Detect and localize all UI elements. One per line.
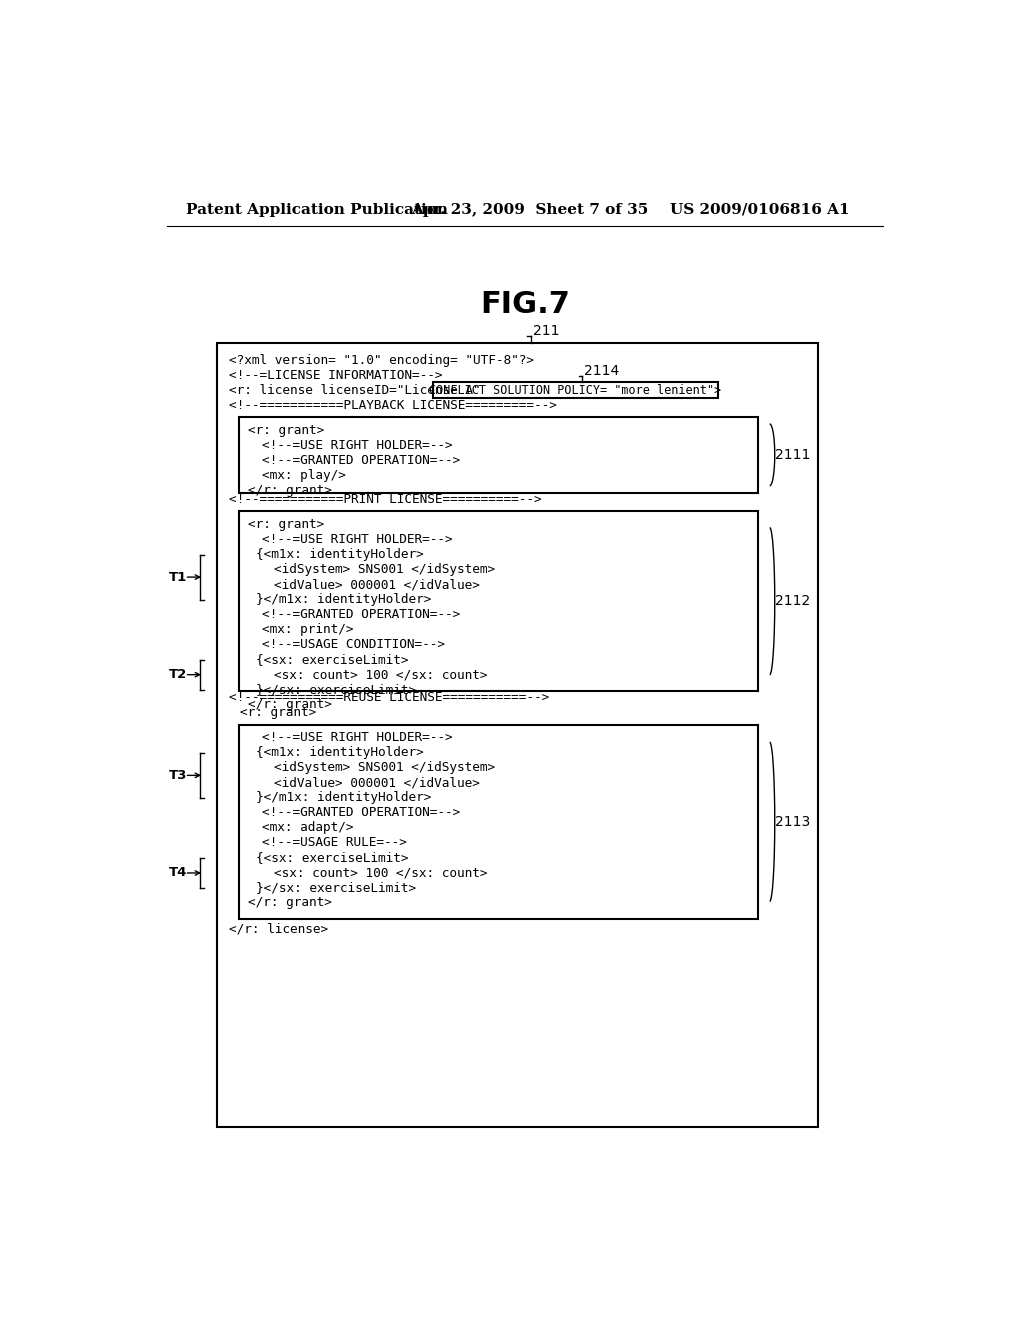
Text: 2114: 2114 bbox=[584, 364, 620, 378]
Text: <r: grant>: <r: grant> bbox=[241, 706, 316, 719]
Text: <idValue> 000001 </idValue>: <idValue> 000001 </idValue> bbox=[273, 776, 479, 789]
Text: 2112: 2112 bbox=[775, 594, 810, 609]
Text: }</m1x: identityHolder>: }</m1x: identityHolder> bbox=[256, 593, 431, 606]
Text: <!--=GRANTED OPERATION=-->: <!--=GRANTED OPERATION=--> bbox=[262, 454, 461, 467]
Text: </r: grant>: </r: grant> bbox=[248, 896, 332, 909]
Text: <!--=LICENSE INFORMATION=-->: <!--=LICENSE INFORMATION=--> bbox=[228, 368, 442, 381]
Text: <r: grant>: <r: grant> bbox=[248, 517, 325, 531]
Text: T3: T3 bbox=[169, 768, 187, 781]
Text: 2113: 2113 bbox=[775, 814, 810, 829]
Text: {<m1x: identityHolder>: {<m1x: identityHolder> bbox=[256, 746, 424, 759]
Text: <!--===========PRINT LICENSE==========-->: <!--===========PRINT LICENSE==========--… bbox=[228, 492, 542, 506]
FancyBboxPatch shape bbox=[239, 417, 758, 492]
FancyBboxPatch shape bbox=[239, 511, 758, 690]
Text: </r: grant>: </r: grant> bbox=[248, 698, 332, 711]
Text: <sx: count> 100 </sx: count>: <sx: count> 100 </sx: count> bbox=[273, 866, 487, 879]
Text: </r: grant>: </r: grant> bbox=[248, 483, 332, 496]
Text: <!--=USAGE CONDITION=-->: <!--=USAGE CONDITION=--> bbox=[262, 638, 445, 651]
Text: T1: T1 bbox=[169, 570, 187, 583]
Text: <mx: play/>: <mx: play/> bbox=[262, 469, 346, 482]
Text: <!--=USE RIGHT HOLDER=-->: <!--=USE RIGHT HOLDER=--> bbox=[262, 533, 453, 546]
Text: 211: 211 bbox=[532, 323, 559, 338]
Text: <mx: adapt/>: <mx: adapt/> bbox=[262, 821, 353, 834]
Text: <idSystem> SNS001 </idSystem>: <idSystem> SNS001 </idSystem> bbox=[273, 762, 495, 775]
Text: <!--===========PLAYBACK LICENSE=========-->: <!--===========PLAYBACK LICENSE=========… bbox=[228, 399, 557, 412]
FancyBboxPatch shape bbox=[432, 381, 718, 397]
Text: <sx: count> 100 </sx: count>: <sx: count> 100 </sx: count> bbox=[273, 668, 487, 681]
Text: <r: grant>: <r: grant> bbox=[248, 424, 325, 437]
Text: Apr. 23, 2009  Sheet 7 of 35: Apr. 23, 2009 Sheet 7 of 35 bbox=[411, 203, 648, 216]
Text: T2: T2 bbox=[169, 668, 187, 681]
FancyBboxPatch shape bbox=[239, 725, 758, 919]
Text: <!--=GRANTED OPERATION=-->: <!--=GRANTED OPERATION=--> bbox=[262, 609, 461, 622]
Text: CONFLICT SOLUTION POLICY= "more lenient">: CONFLICT SOLUTION POLICY= "more lenient"… bbox=[429, 384, 721, 397]
Text: {<sx: exerciseLimit>: {<sx: exerciseLimit> bbox=[256, 851, 409, 865]
Text: </r: license>: </r: license> bbox=[228, 923, 328, 936]
Text: <idValue> 000001 </idValue>: <idValue> 000001 </idValue> bbox=[273, 578, 479, 591]
Text: T4: T4 bbox=[169, 866, 187, 879]
Text: Patent Application Publication: Patent Application Publication bbox=[186, 203, 449, 216]
Text: {<m1x: identityHolder>: {<m1x: identityHolder> bbox=[256, 548, 424, 561]
FancyBboxPatch shape bbox=[217, 343, 818, 1127]
Text: <idSystem> SNS001 </idSystem>: <idSystem> SNS001 </idSystem> bbox=[273, 564, 495, 576]
Text: <?xml version= "1.0" encoding= "UTF-8"?>: <?xml version= "1.0" encoding= "UTF-8"?> bbox=[228, 354, 534, 367]
Text: <!--=USAGE RULE=-->: <!--=USAGE RULE=--> bbox=[262, 837, 407, 850]
Text: <r: license licenseID="License A": <r: license licenseID="License A" bbox=[228, 384, 480, 397]
Text: <!--=GRANTED OPERATION=-->: <!--=GRANTED OPERATION=--> bbox=[262, 807, 461, 820]
Text: }</sx: exerciseLimit>: }</sx: exerciseLimit> bbox=[256, 882, 416, 895]
Text: <!--=USE RIGHT HOLDER=-->: <!--=USE RIGHT HOLDER=--> bbox=[262, 438, 453, 451]
Text: <!--=USE RIGHT HOLDER=-->: <!--=USE RIGHT HOLDER=--> bbox=[262, 731, 453, 744]
Text: }</m1x: identityHolder>: }</m1x: identityHolder> bbox=[256, 792, 431, 804]
Text: FIG.7: FIG.7 bbox=[480, 290, 569, 319]
Text: 2111: 2111 bbox=[775, 447, 811, 462]
Text: <mx: print/>: <mx: print/> bbox=[262, 623, 353, 636]
Text: US 2009/0106816 A1: US 2009/0106816 A1 bbox=[671, 203, 850, 216]
Text: }</sx: exerciseLimit>: }</sx: exerciseLimit> bbox=[256, 684, 416, 696]
Text: {<sx: exerciseLimit>: {<sx: exerciseLimit> bbox=[256, 653, 409, 667]
Text: <!--===========REUSE LICENSE===========-->: <!--===========REUSE LICENSE===========-… bbox=[228, 692, 549, 705]
